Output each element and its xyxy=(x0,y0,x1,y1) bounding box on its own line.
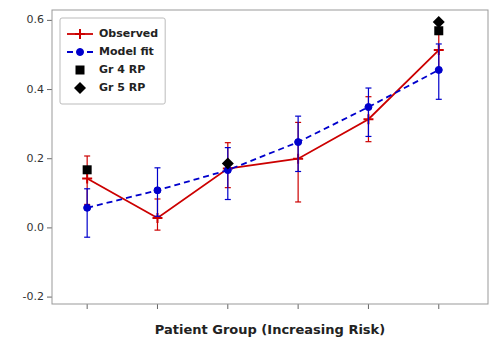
error-bar-cap xyxy=(84,188,90,189)
y-tick xyxy=(47,158,52,159)
error-bar-cap xyxy=(154,167,160,168)
data-point xyxy=(433,16,445,28)
x-tick xyxy=(298,304,299,309)
series xyxy=(84,44,443,237)
legend-item: Gr 5 RP xyxy=(74,81,145,94)
legend: Observed Model fit Gr 4 RP Gr 5 RP xyxy=(60,18,165,104)
y-tick-label: 0.2 xyxy=(27,152,45,165)
legend-label: Gr 5 RP xyxy=(99,81,145,94)
legend-item: Model fit xyxy=(67,45,154,58)
data-point xyxy=(154,187,161,194)
legend-label: Model fit xyxy=(99,45,154,58)
data xyxy=(82,16,445,237)
error-bar xyxy=(84,189,90,237)
error-bar-cap xyxy=(436,43,442,44)
axes: -0.2 0.0 0.2 0.4 0.6 xyxy=(23,13,439,309)
error-bar-cap xyxy=(84,237,90,238)
error-bar-cap xyxy=(365,87,371,88)
error-bar-cap xyxy=(225,142,231,143)
error-bar xyxy=(295,116,301,171)
legend-marker xyxy=(74,82,86,94)
error-bar-cap xyxy=(154,216,160,217)
legend-marker xyxy=(77,49,84,56)
y-tick-label: -0.2 xyxy=(23,290,44,303)
y-tick-label: 0.6 xyxy=(27,13,45,26)
data-point xyxy=(365,104,372,111)
legend-label: Gr 4 RP xyxy=(99,63,145,76)
legend-box xyxy=(60,18,165,104)
x-axis-label: Patient Group (Increasing Risk) xyxy=(155,322,385,337)
data-point xyxy=(435,66,442,73)
error-bar-cap xyxy=(295,201,301,202)
error-bar-stem xyxy=(368,88,369,136)
plot-background xyxy=(52,10,488,304)
error-bar xyxy=(225,148,231,200)
legend-item: Observed xyxy=(67,27,158,40)
y-tick xyxy=(47,89,52,90)
series xyxy=(222,16,445,169)
x-tick xyxy=(368,304,369,309)
series-line xyxy=(87,50,439,218)
data-point xyxy=(84,204,91,211)
error-bar xyxy=(154,168,160,216)
x-tick xyxy=(227,304,228,309)
error-bar-cap xyxy=(365,141,371,142)
error-bar-cap xyxy=(225,199,231,200)
x-tick xyxy=(157,304,158,309)
error-bar-cap xyxy=(365,136,371,137)
error-bar-cap xyxy=(84,155,90,156)
error-bar-cap xyxy=(154,230,160,231)
series-line xyxy=(87,70,439,208)
x-tick xyxy=(87,304,88,309)
series xyxy=(82,34,444,230)
error-bar-cap xyxy=(225,147,231,148)
data-point xyxy=(295,139,302,146)
y-tick xyxy=(47,20,52,21)
error-bar-cap xyxy=(295,116,301,117)
data-point xyxy=(222,158,234,170)
legend-item: Gr 4 RP xyxy=(76,63,146,76)
data-point xyxy=(82,173,92,183)
legend-marker xyxy=(76,66,85,75)
error-bar xyxy=(365,88,371,136)
x-tick xyxy=(438,304,439,309)
legend-label: Observed xyxy=(99,27,158,40)
error-bar-cap xyxy=(295,171,301,172)
chart: -0.2 0.0 0.2 0.4 0.6 Patient Group (Increasin… xyxy=(0,0,500,344)
y-tick-label: 0.0 xyxy=(27,221,45,234)
error-bar xyxy=(436,44,442,99)
plot-frame xyxy=(52,10,488,304)
y-tick xyxy=(47,297,52,298)
legend-marker xyxy=(75,29,85,39)
y-tick-label: 0.4 xyxy=(27,83,45,96)
y-tick xyxy=(47,227,52,228)
data-point xyxy=(83,165,92,174)
error-bar-stem xyxy=(87,189,88,237)
error-bar-cap xyxy=(436,99,442,100)
